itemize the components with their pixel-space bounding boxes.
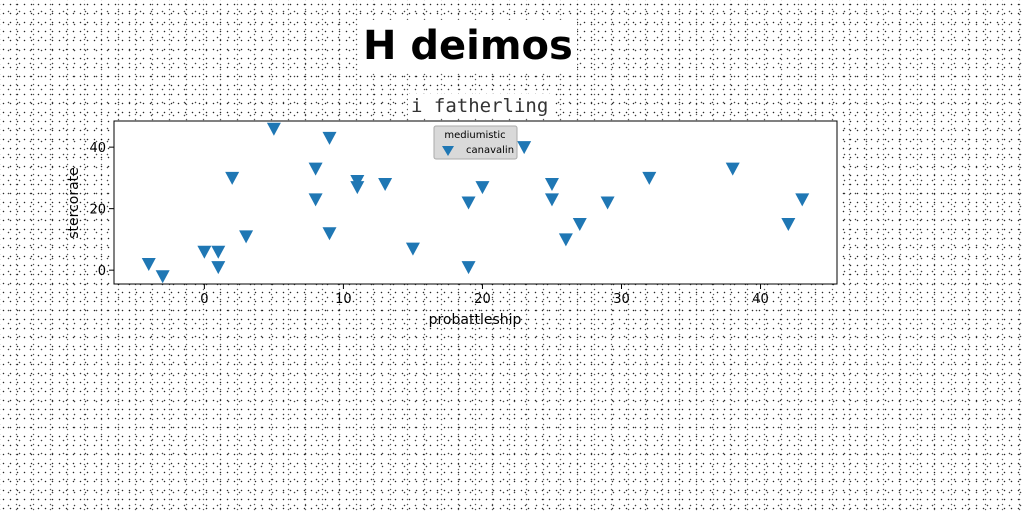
data-point bbox=[197, 245, 212, 259]
data-point bbox=[781, 218, 796, 232]
data-point bbox=[322, 131, 337, 145]
x-tick-label: 20 bbox=[474, 292, 491, 307]
legend-box bbox=[433, 125, 518, 160]
y-tick-label: 40 bbox=[89, 141, 106, 156]
x-tick-label: 10 bbox=[335, 292, 352, 307]
y-axis: 0 20 40 bbox=[89, 141, 114, 279]
data-point bbox=[544, 178, 559, 192]
chart-subtitle: i fatherling bbox=[408, 94, 552, 118]
data-point bbox=[475, 181, 490, 195]
data-point bbox=[517, 141, 532, 155]
data-point bbox=[266, 122, 281, 136]
x-tick-label: 40 bbox=[752, 292, 769, 307]
legend-title: mediumistic bbox=[444, 130, 505, 141]
chart-title: H deimos bbox=[359, 20, 577, 72]
legend: mediumistic canavalin bbox=[433, 125, 518, 160]
data-point bbox=[308, 162, 323, 176]
data-point bbox=[572, 218, 587, 232]
data-point bbox=[795, 193, 810, 207]
data-point bbox=[600, 196, 615, 210]
data-point bbox=[211, 245, 226, 259]
x-tick-label: 0 bbox=[200, 292, 208, 307]
x-axis: 0 10 20 30 40 bbox=[200, 284, 769, 307]
data-point bbox=[642, 171, 657, 185]
y-axis-label: stercorate bbox=[66, 167, 82, 239]
data-point bbox=[461, 261, 476, 275]
data-point bbox=[211, 261, 226, 275]
data-point bbox=[405, 242, 420, 256]
y-tick-label: 20 bbox=[89, 203, 106, 218]
data-point bbox=[322, 227, 337, 241]
x-tick-label: 30 bbox=[613, 292, 630, 307]
data-point bbox=[558, 233, 573, 247]
data-point bbox=[141, 258, 156, 272]
data-point bbox=[155, 270, 170, 284]
legend-entry-label: canavalin bbox=[466, 145, 514, 156]
data-point bbox=[544, 193, 559, 207]
data-point bbox=[461, 196, 476, 210]
x-axis-label: probattleship bbox=[429, 312, 522, 328]
data-point bbox=[378, 178, 393, 192]
series-canavalin bbox=[141, 122, 810, 284]
data-point bbox=[239, 230, 254, 244]
y-tick-label: 0 bbox=[98, 264, 106, 279]
data-point bbox=[725, 162, 740, 176]
data-point bbox=[225, 171, 240, 185]
legend-marker-triangle-down bbox=[442, 146, 454, 156]
data-point bbox=[308, 193, 323, 207]
data-point bbox=[350, 181, 365, 195]
